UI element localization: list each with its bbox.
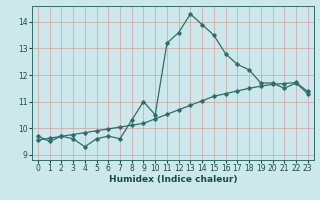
X-axis label: Humidex (Indice chaleur): Humidex (Indice chaleur) [108, 175, 237, 184]
